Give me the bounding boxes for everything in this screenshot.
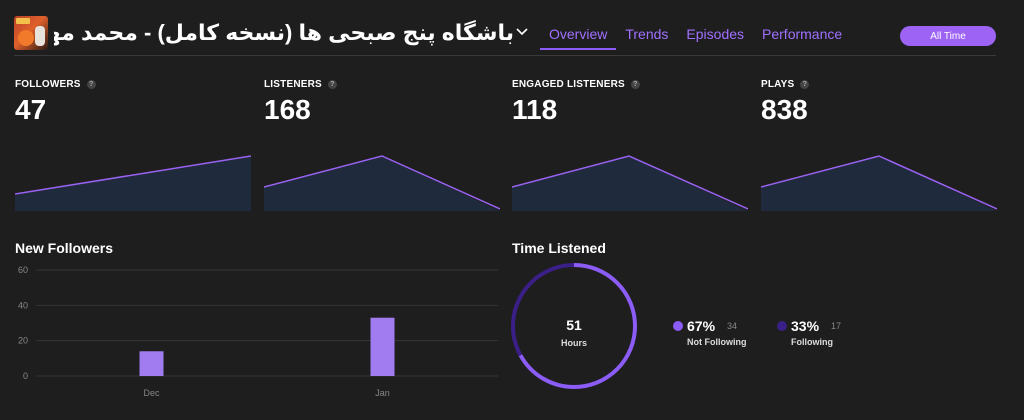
sparkline-chart: [15, 155, 251, 211]
help-icon[interactable]: ?: [630, 79, 640, 89]
x-tick-label: Dec: [143, 388, 160, 398]
sparkline-chart: [264, 155, 500, 211]
kpi-label: FOLLOWERS: [15, 79, 81, 90]
sparkline-line: [761, 155, 997, 210]
legend-label: Not Following: [687, 337, 747, 347]
donut-value: 51: [566, 317, 582, 333]
y-tick-label: 60: [18, 265, 28, 275]
sparkline-line: [264, 155, 500, 210]
tab-bar: Overview Trends Episodes Performance: [540, 20, 851, 50]
date-range-button[interactable]: All Time: [900, 26, 996, 46]
tab-overview[interactable]: Overview: [540, 20, 617, 50]
new-followers-title: New Followers: [15, 240, 114, 256]
kpi-value: 47: [15, 94, 47, 125]
sparkline-area: [264, 156, 500, 211]
podcast-cover-image[interactable]: [14, 16, 48, 50]
kpi-label: ENGAGED LISTENERS: [512, 79, 625, 90]
legend-dot: [673, 321, 683, 331]
sparkline-line: [512, 155, 748, 210]
bar[interactable]: [370, 317, 395, 376]
bar[interactable]: [139, 351, 164, 376]
help-icon[interactable]: ?: [86, 79, 96, 89]
kpi-engaged-listeners: ENGAGED LISTENERS? 118: [512, 76, 748, 216]
tab-trends[interactable]: Trends: [625, 26, 669, 42]
podcast-title: باشگاه پنج صبحی ها (نسخه کامل) - محمد مه…: [54, 20, 514, 45]
kpi-listeners: LISTENERS? 168: [264, 76, 500, 216]
kpi-plays: PLAYS? 838: [761, 76, 997, 216]
y-tick-label: 20: [18, 336, 28, 346]
kpi-followers: FOLLOWERS? 47: [15, 76, 251, 216]
help-icon[interactable]: ?: [800, 79, 810, 89]
chevron-down-icon[interactable]: [514, 24, 530, 40]
header-divider: [14, 55, 996, 56]
time-listened-donut: 51 Hours: [511, 263, 637, 389]
sparkline-chart: [512, 155, 748, 211]
legend-percent: 67%: [687, 318, 716, 334]
sparkline-chart: [761, 155, 997, 211]
kpi-label: LISTENERS: [264, 79, 322, 90]
y-tick-label: 40: [18, 300, 28, 310]
kpi-value: 838: [761, 94, 808, 125]
legend-label: Following: [791, 337, 833, 347]
donut-unit: Hours: [561, 338, 587, 348]
sparkline-area: [761, 156, 997, 211]
donut-slice: [511, 263, 637, 389]
kpi-value: 118: [512, 94, 558, 125]
sparkline-area: [15, 156, 251, 211]
sparkline-line: [15, 155, 251, 195]
legend-percent: 33%: [791, 318, 820, 334]
time-listened-title: Time Listened: [512, 240, 606, 256]
legend-dot: [777, 321, 787, 331]
help-icon[interactable]: ?: [327, 79, 337, 89]
sparkline-area: [512, 156, 748, 211]
y-tick-label: 0: [23, 371, 28, 381]
tab-performance[interactable]: Performance: [762, 26, 843, 42]
tab-episodes[interactable]: Episodes: [686, 26, 745, 42]
kpi-label: PLAYS: [761, 79, 795, 90]
header: باشگاه پنج صبحی ها (نسخه کامل) - محمد مه…: [0, 0, 1024, 56]
new-followers-bar-chart: 0 20 40 60 Dec Jan: [18, 265, 498, 398]
kpi-value: 168: [264, 94, 311, 125]
x-tick-label: Jan: [375, 388, 390, 398]
legend-count: 34: [727, 321, 738, 331]
legend-count: 17: [831, 321, 842, 331]
